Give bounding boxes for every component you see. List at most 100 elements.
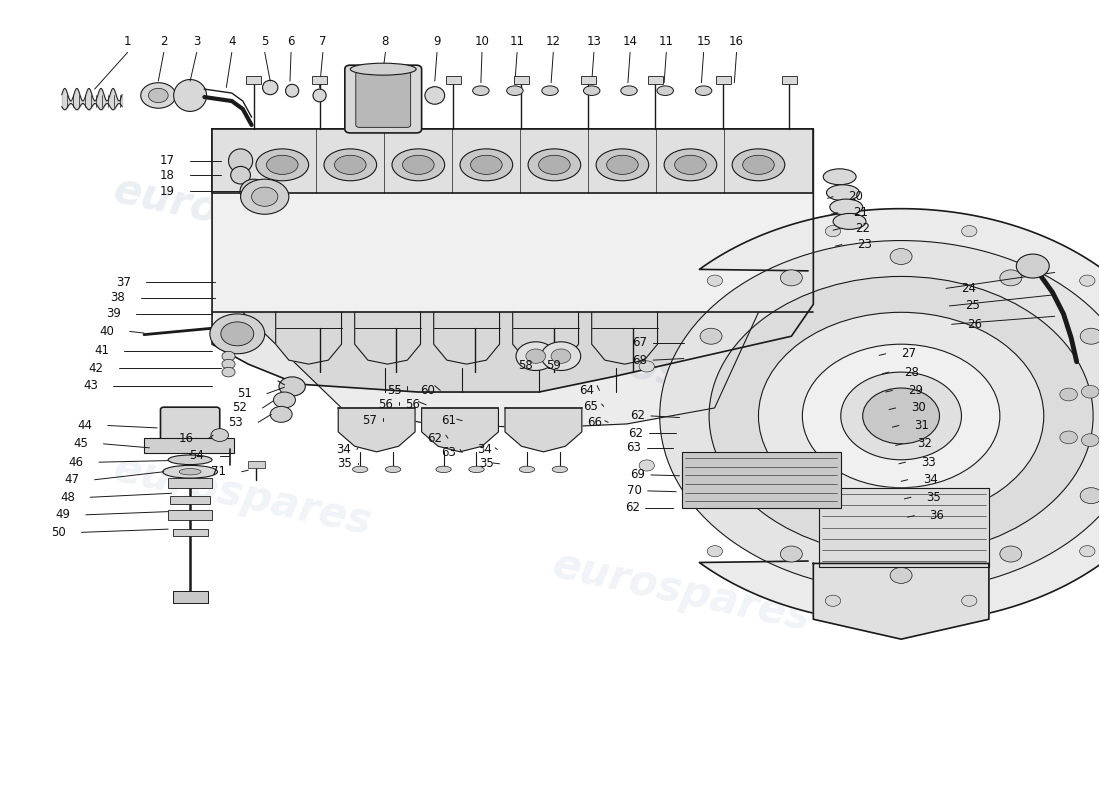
Text: 52: 52 [232, 402, 248, 414]
Text: 42: 42 [88, 362, 103, 374]
Text: 62: 62 [630, 410, 646, 422]
Circle shape [271, 406, 293, 422]
Text: 10: 10 [474, 34, 490, 48]
Circle shape [890, 567, 912, 583]
Text: 34: 34 [337, 443, 351, 456]
Text: 51: 51 [236, 387, 252, 400]
Polygon shape [818, 488, 989, 567]
Circle shape [1080, 488, 1100, 504]
Text: eurospares: eurospares [110, 448, 376, 543]
Ellipse shape [539, 155, 570, 174]
Circle shape [526, 349, 546, 363]
Polygon shape [433, 312, 499, 364]
Text: 24: 24 [961, 282, 977, 295]
Text: 62: 62 [427, 432, 442, 445]
Circle shape [802, 344, 1000, 488]
Ellipse shape [733, 149, 784, 181]
Text: 27: 27 [901, 347, 916, 360]
Circle shape [780, 546, 802, 562]
Circle shape [222, 359, 235, 369]
Ellipse shape [436, 466, 451, 473]
Text: 14: 14 [623, 34, 638, 48]
Circle shape [222, 367, 235, 377]
Ellipse shape [742, 155, 774, 174]
Ellipse shape [240, 179, 267, 203]
Text: 35: 35 [926, 490, 942, 504]
Ellipse shape [826, 185, 859, 201]
Circle shape [890, 249, 912, 265]
Text: eurospares: eurospares [549, 543, 815, 639]
Circle shape [252, 187, 278, 206]
Ellipse shape [174, 79, 207, 111]
Circle shape [141, 82, 176, 108]
Text: 53: 53 [228, 416, 243, 429]
Text: 9: 9 [433, 34, 441, 48]
Ellipse shape [469, 466, 484, 473]
Circle shape [148, 88, 168, 102]
Text: 67: 67 [632, 336, 648, 349]
FancyBboxPatch shape [344, 65, 421, 133]
Circle shape [710, 277, 1093, 555]
Ellipse shape [403, 155, 434, 174]
Polygon shape [338, 408, 415, 452]
Text: 56: 56 [378, 398, 393, 411]
Text: 50: 50 [52, 526, 66, 539]
Text: 12: 12 [546, 34, 561, 48]
Ellipse shape [168, 455, 212, 465]
Ellipse shape [314, 89, 327, 102]
Text: 11: 11 [659, 34, 674, 48]
Ellipse shape [620, 86, 637, 95]
Text: 49: 49 [55, 508, 70, 522]
Bar [246, 75, 262, 83]
Text: 39: 39 [106, 307, 121, 321]
Ellipse shape [425, 86, 444, 104]
Text: 16: 16 [729, 34, 744, 48]
Polygon shape [276, 312, 341, 364]
Text: 35: 35 [478, 458, 494, 470]
Ellipse shape [657, 86, 673, 95]
Circle shape [862, 388, 939, 444]
Polygon shape [354, 312, 420, 364]
Bar [377, 75, 393, 83]
Bar [168, 510, 212, 519]
Text: 69: 69 [630, 469, 646, 482]
Ellipse shape [674, 155, 706, 174]
Circle shape [541, 342, 581, 370]
Circle shape [516, 342, 556, 370]
Ellipse shape [163, 466, 218, 478]
Ellipse shape [695, 86, 712, 95]
Text: 68: 68 [632, 354, 648, 366]
Ellipse shape [385, 466, 400, 473]
FancyBboxPatch shape [144, 438, 234, 453]
Ellipse shape [266, 155, 298, 174]
Circle shape [222, 351, 235, 361]
Text: 11: 11 [509, 34, 525, 48]
Ellipse shape [583, 86, 600, 95]
Text: 21: 21 [852, 206, 868, 219]
Polygon shape [212, 129, 813, 392]
Ellipse shape [833, 214, 866, 230]
Bar [682, 452, 840, 508]
Circle shape [707, 275, 723, 286]
Ellipse shape [542, 86, 558, 95]
Circle shape [840, 372, 961, 460]
Circle shape [961, 226, 977, 237]
Bar [648, 75, 663, 83]
Text: 16: 16 [178, 432, 194, 445]
Text: 34: 34 [476, 443, 492, 456]
Text: 65: 65 [583, 400, 598, 413]
Text: 45: 45 [74, 438, 88, 450]
Text: 17: 17 [160, 154, 175, 167]
Text: 6: 6 [287, 34, 295, 48]
Circle shape [700, 328, 722, 344]
Text: 15: 15 [696, 34, 711, 48]
FancyBboxPatch shape [161, 407, 220, 444]
Text: 3: 3 [192, 34, 200, 48]
Bar [212, 129, 813, 193]
Text: 54: 54 [189, 450, 205, 462]
Text: 62: 62 [625, 501, 640, 514]
Text: 1: 1 [124, 34, 131, 48]
Text: 48: 48 [60, 490, 75, 504]
Text: 29: 29 [908, 384, 923, 397]
Text: 46: 46 [68, 456, 84, 469]
